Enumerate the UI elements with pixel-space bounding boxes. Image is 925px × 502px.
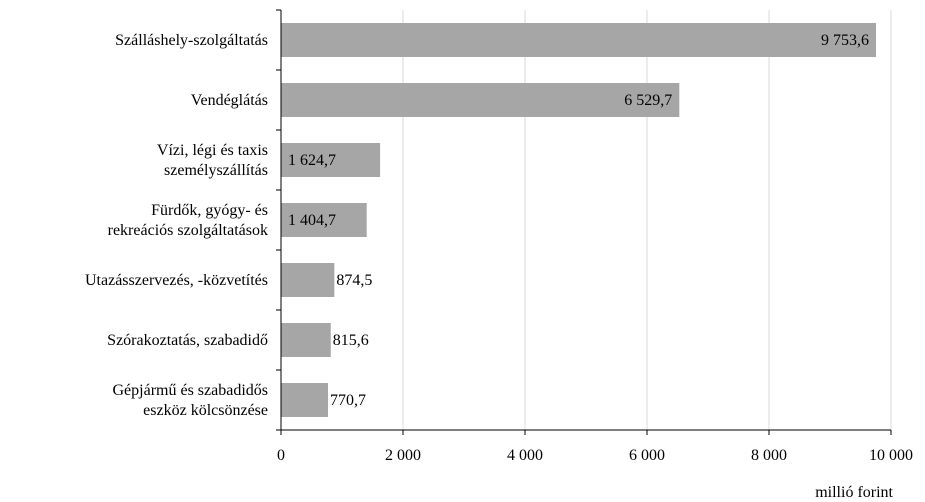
category-label: Vízi, légi és taxis [157,142,268,159]
bar [281,383,329,417]
x-axis-unit-label: millió forint [815,484,893,501]
bar-value-label: 815,6 [333,332,369,349]
x-tick-label: 10 000 [869,447,913,464]
bar [281,323,331,357]
category-label: Fürdők, gyógy- és [151,202,268,219]
category-label: Szórakoztatás, szabadidő [107,332,268,349]
bar-value-label: 1 624,7 [288,152,336,169]
bars [281,23,876,417]
x-tick-label: 8 000 [751,447,787,464]
bar [281,203,367,237]
bar-value-label: 874,5 [336,272,372,289]
category-label: rekreációs szolgáltatások [108,222,268,239]
category-label: Szálláshely-szolgáltatás [115,32,268,49]
x-tick-label: 2 000 [385,447,421,464]
grid-lines [276,9,892,435]
x-tick-label: 0 [277,447,285,464]
bar-value-label: 6 529,7 [624,92,672,109]
category-label: Utazásszervezés, -közvetítés [85,272,268,289]
bar-value-label: 1 404,7 [288,212,336,229]
axes [280,10,891,431]
bar [281,23,876,57]
category-label: Gépjármű és szabadidős [112,382,268,399]
bar-value-label: 770,7 [330,392,366,409]
bar [281,143,381,177]
bar-value-label: 9 753,6 [821,32,869,49]
labels: 0 2 000 4 000 6 000 8 000 10 000 9 753,6 Szállá… [85,32,913,464]
x-tick-label: 6 000 [629,447,665,464]
category-label: eszköz kölcsönzése [143,402,268,419]
bar [281,83,680,117]
category-label: Vendéglátás [191,92,268,109]
x-tick-label: 4 000 [507,447,543,464]
category-label: személyszállítás [164,162,268,179]
bar [281,263,335,297]
